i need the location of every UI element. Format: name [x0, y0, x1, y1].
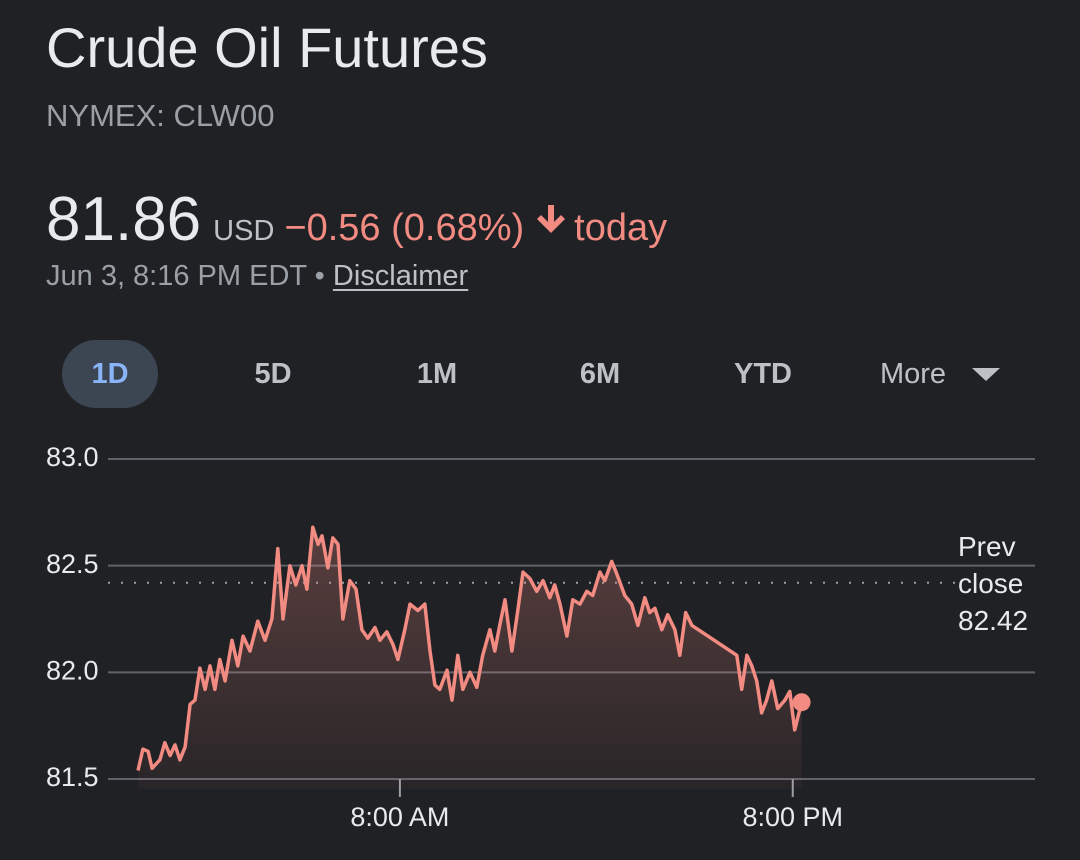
area: [138, 527, 802, 789]
y-tick-label: 83.0: [46, 442, 99, 472]
tab[interactable]: 1M: [416, 358, 458, 390]
quote: 81.86 USD −0.56 (0.68%) today: [46, 184, 667, 254]
tab[interactable]: 5D: [254, 358, 292, 390]
reference-label: Prev close: [958, 531, 1024, 599]
down-arrow: [537, 205, 566, 233]
tab[interactable]: More: [879, 358, 947, 390]
exchange: NYMEX: CLW00: [46, 98, 275, 133]
dropdown-caret[interactable]: [972, 366, 1000, 382]
period: today: [574, 207, 668, 249]
disclaimer-link[interactable]: Disclaimer: [332, 260, 469, 292]
y-tick-label: 82.5: [46, 549, 99, 579]
price: 81.86: [46, 185, 202, 254]
x-tick-label: 8:00 PM: [742, 802, 843, 832]
x-tick-label: 8:00 AM: [350, 802, 449, 832]
currency: USD: [213, 215, 275, 247]
title: Crude Oil Futures: [46, 16, 488, 79]
last-point: [792, 693, 811, 712]
tab[interactable]: YTD: [734, 358, 792, 390]
tab[interactable]: 6M: [579, 358, 621, 390]
tab[interactable]: 1D: [62, 340, 158, 408]
reference-value: 82.42: [958, 605, 1029, 636]
y-tick-label: 81.5: [46, 762, 99, 792]
y-tick-label: 82.0: [46, 655, 99, 685]
price-line: [136, 525, 804, 771]
timestamp: Jun 3, 8:16 PM EDT: [46, 260, 307, 292]
timestamp-row: Jun 3, 8:16 PM EDT • Disclaimer: [46, 256, 468, 296]
change: −0.56 (0.68%): [284, 207, 525, 249]
separator: •: [314, 260, 325, 292]
